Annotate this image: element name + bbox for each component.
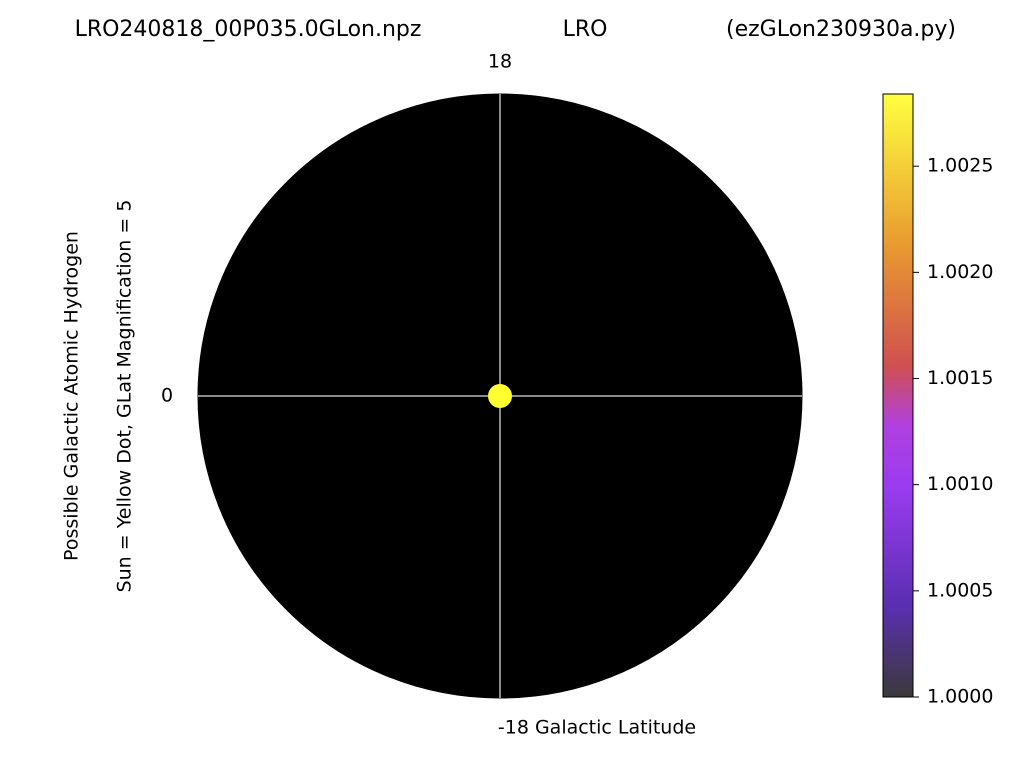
colorbar-tick-label: 1.0025 [927,155,993,177]
bottom-label: -18 Galactic Latitude [498,717,696,739]
left-label: 0 [161,385,173,407]
title-script: (ezGLon230930a.py) [726,17,956,42]
sun-dot [488,384,512,408]
colorbar-tick-label: 1.0020 [927,261,993,283]
top-label: 18 [488,51,512,73]
title-station: LRO [563,17,608,42]
colorbar-tick-label: 1.0005 [927,579,993,601]
y-label: Sun = Yellow Dot, GLat Magnification = 5 [114,200,136,593]
colorbar-tick-label: 1.0000 [927,686,993,708]
colorbar-tick-label: 1.0015 [927,367,993,389]
colorbar [882,93,914,698]
colorbar-tick-label: 1.0010 [927,473,993,495]
title-file: LRO240818_00P035.0GLon.npz [75,17,422,42]
y-label: Possible Galactic Atomic Hydrogen [61,231,83,561]
